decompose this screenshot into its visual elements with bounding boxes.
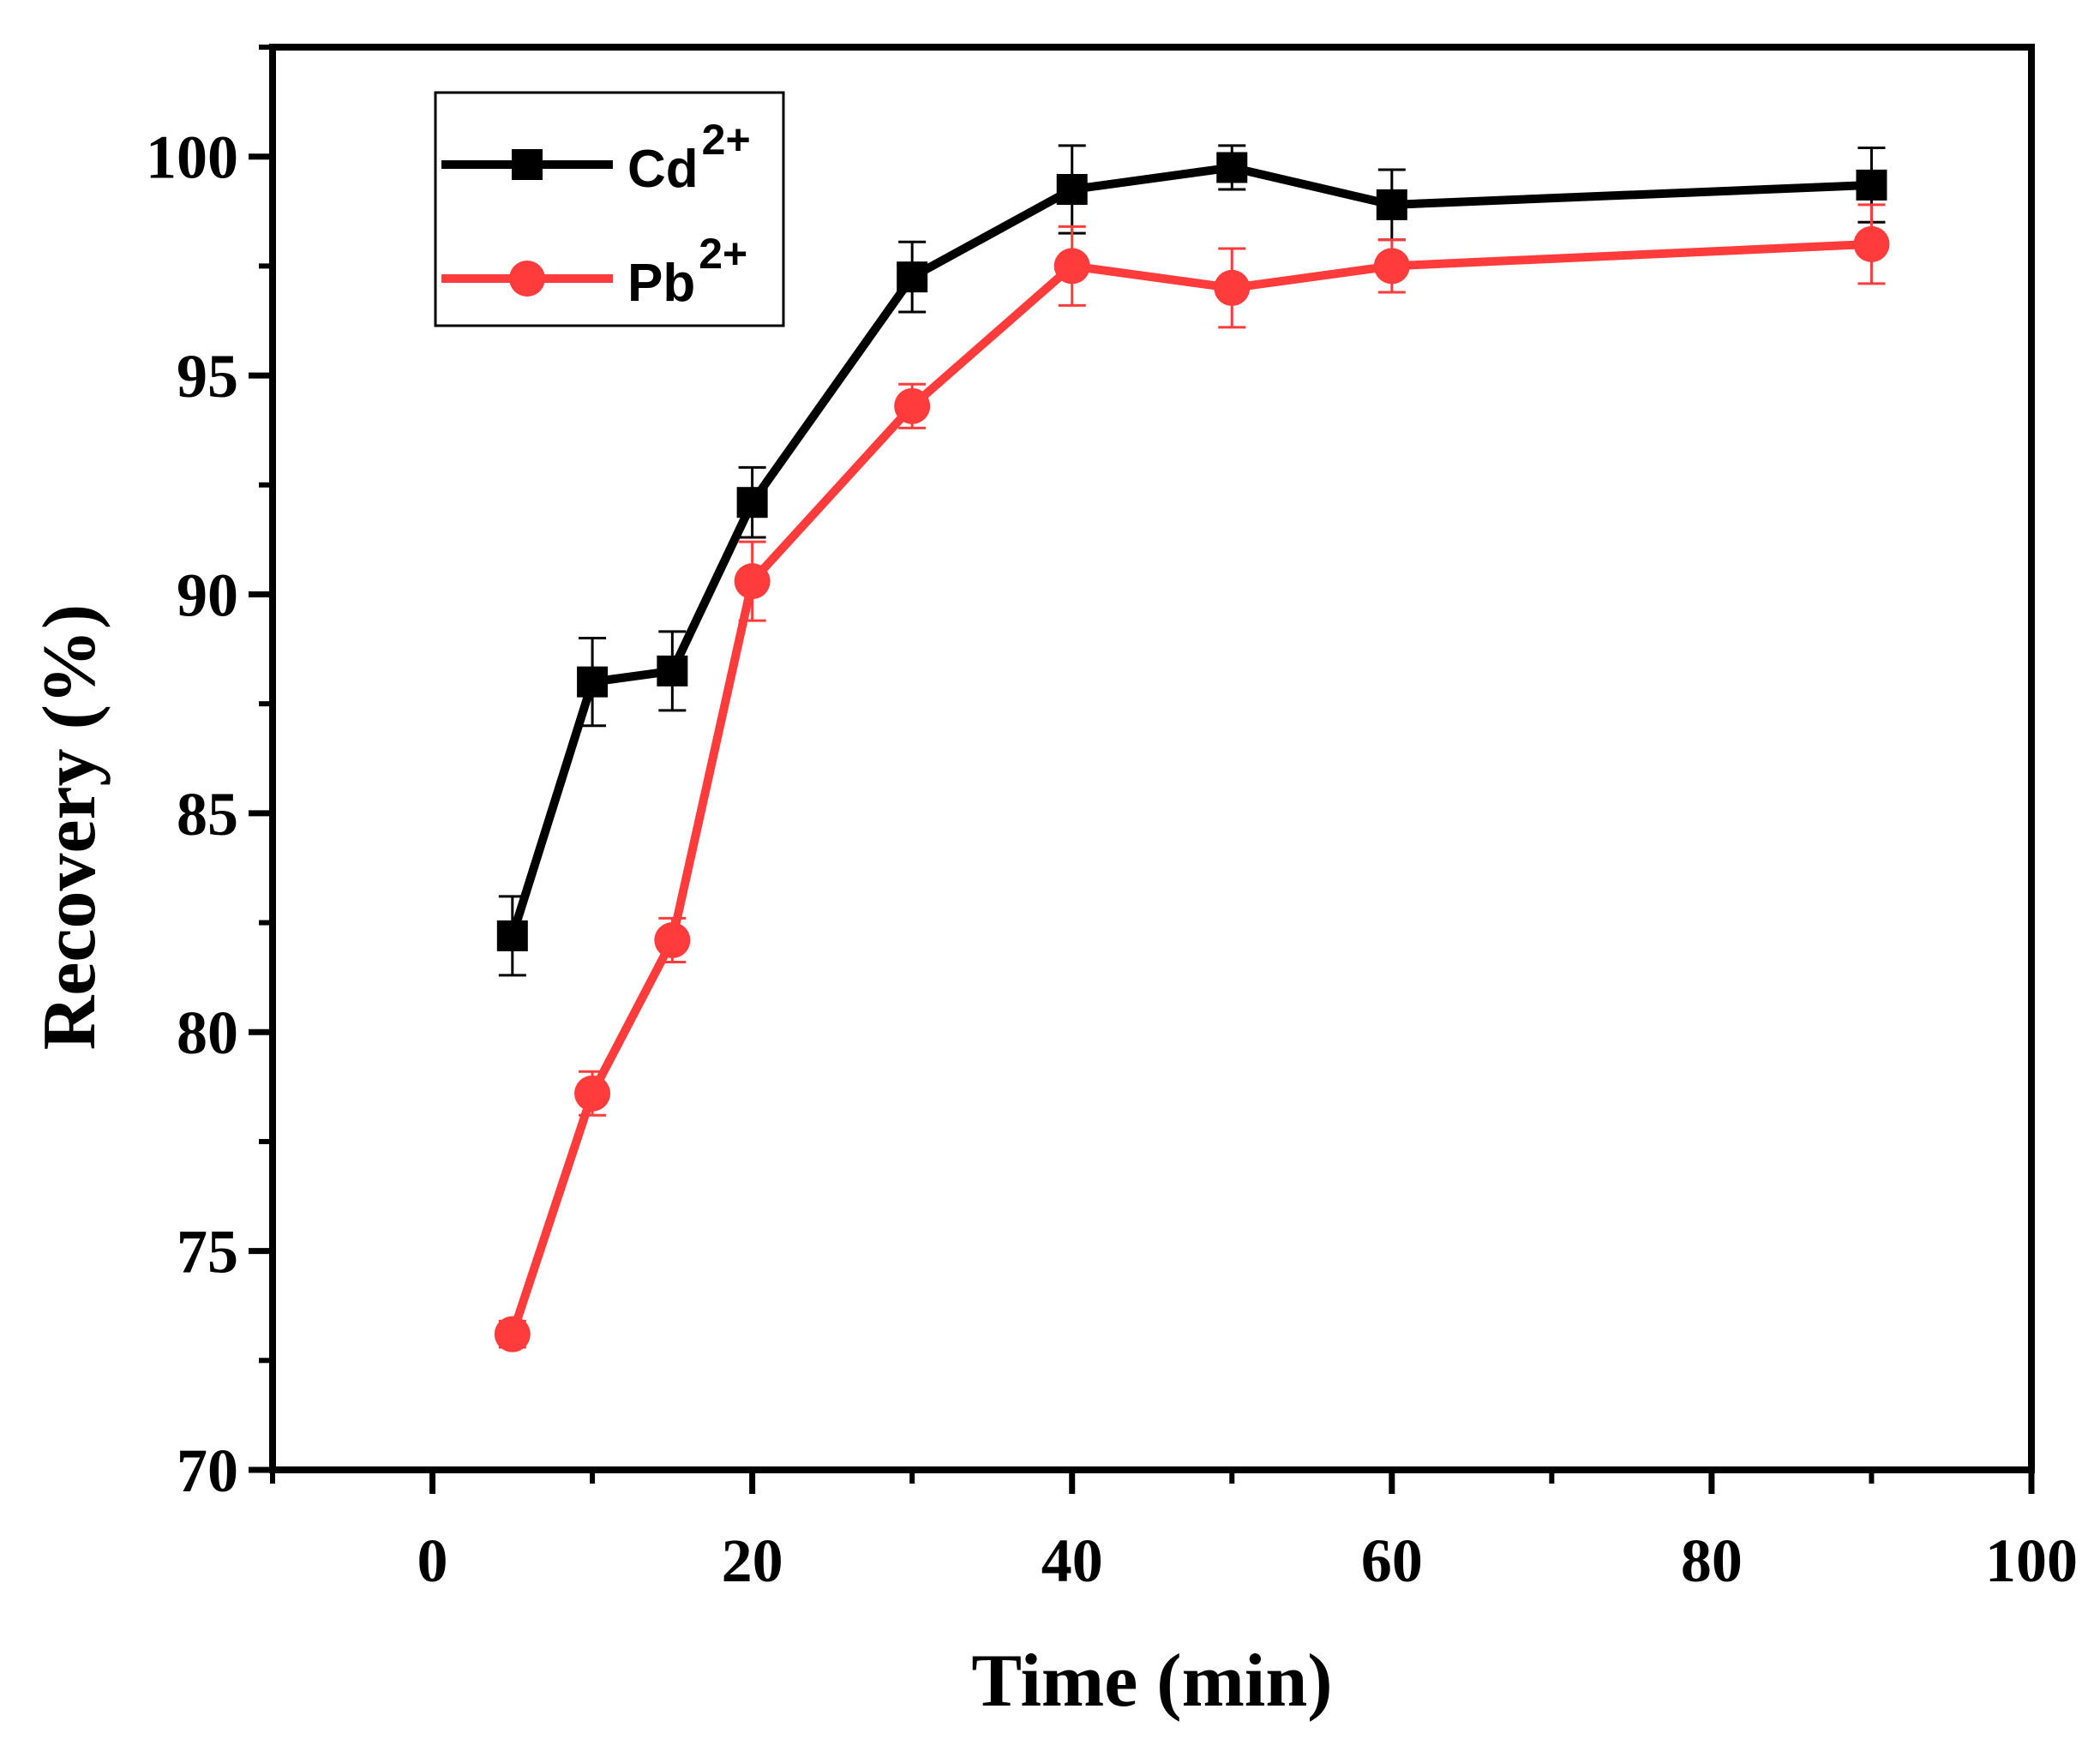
data-point — [736, 487, 768, 519]
legend-box — [434, 91, 785, 327]
legend-item-cd: Cd 2+ — [441, 116, 751, 199]
y-tick-label: 85 — [177, 780, 238, 849]
y-tick-label: 95 — [177, 342, 238, 411]
x-axis-title: Time (min) — [971, 1640, 1332, 1723]
data-point — [1376, 189, 1407, 220]
data-point — [1856, 169, 1887, 201]
y-tick-label: 70 — [177, 1436, 238, 1505]
y-tick-label: 100 — [146, 123, 238, 192]
plot-frame — [269, 44, 2035, 1473]
series-cd — [496, 144, 1887, 977]
x-tick-label: 0 — [417, 1526, 448, 1595]
x-tick-label: 40 — [1041, 1526, 1103, 1595]
legend: Cd 2+Pb 2+ — [434, 91, 785, 327]
labels-layer: 0 20 40 60 80 100 70 75 80 85 90 95 100 — [146, 123, 2078, 1595]
x-tick-label: 20 — [722, 1526, 783, 1595]
data-point — [1216, 152, 1248, 183]
data-point — [1853, 225, 1890, 262]
legend-item-pb: Pb 2+ — [441, 230, 747, 313]
data-point — [1214, 269, 1251, 306]
data-point — [734, 563, 771, 600]
legend-label: Cd — [627, 140, 699, 199]
data-point — [1373, 248, 1410, 285]
data-point — [494, 1316, 531, 1352]
data-point — [1056, 174, 1088, 205]
data-point — [897, 261, 928, 293]
x-tick-label: 100 — [1985, 1526, 2078, 1595]
x-tick-label: 80 — [1681, 1526, 1743, 1595]
y-axis-title: Recovery (%) — [28, 604, 111, 1050]
data-point — [577, 666, 609, 698]
legend-label: Pb — [627, 254, 695, 313]
legend-marker — [509, 261, 545, 297]
data-point — [894, 387, 931, 424]
data-point — [657, 655, 688, 687]
x-tick-label: 60 — [1361, 1526, 1423, 1595]
data-point — [574, 1075, 611, 1112]
series-layer — [494, 144, 1890, 1352]
data-point — [654, 921, 691, 958]
series-pb — [494, 203, 1890, 1352]
y-tick-label: 80 — [177, 998, 238, 1067]
legend-marker — [512, 149, 543, 180]
legend-superscript: 2+ — [702, 116, 751, 164]
y-tick-label: 90 — [177, 561, 238, 629]
data-point — [1053, 248, 1090, 285]
legend-superscript: 2+ — [699, 230, 747, 278]
y-tick-label: 75 — [177, 1218, 238, 1286]
data-point — [496, 920, 528, 951]
